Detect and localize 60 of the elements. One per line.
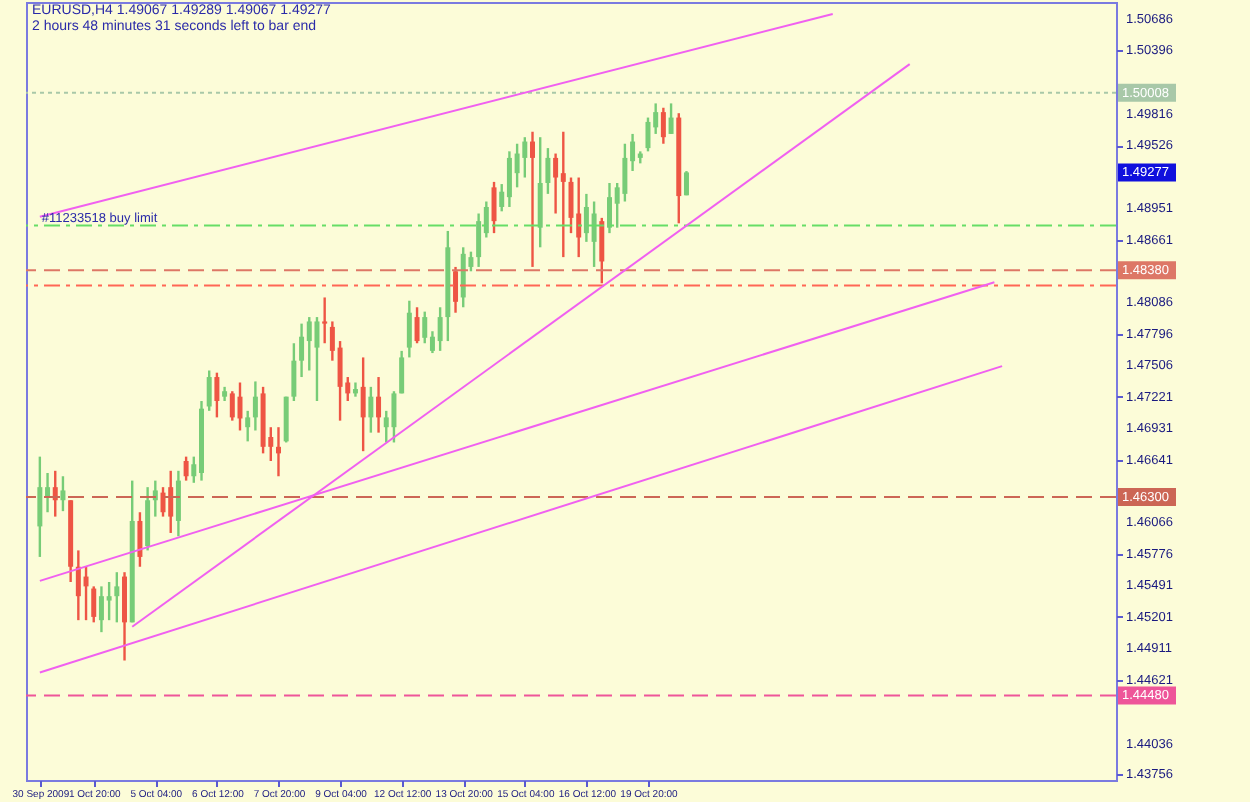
candlestick	[283, 395, 289, 444]
candlestick	[391, 390, 397, 444]
candlestick	[299, 322, 305, 379]
candlestick	[275, 426, 281, 478]
candlestick	[414, 306, 420, 345]
candlestick	[522, 135, 528, 179]
candlestick	[145, 485, 151, 552]
candlestick	[591, 200, 597, 269]
candlestick	[376, 375, 382, 434]
candlestick	[545, 146, 551, 196]
candlestick	[422, 310, 428, 345]
candlestick	[252, 380, 258, 432]
candlestick	[576, 176, 582, 259]
candlestick	[583, 192, 589, 244]
candlestick	[291, 342, 297, 403]
candlestick	[660, 106, 666, 145]
candlestick	[368, 385, 374, 434]
candlestick	[530, 130, 536, 269]
candlestick	[476, 212, 482, 269]
candlestick	[599, 216, 605, 285]
candlestick	[183, 455, 189, 482]
candlestick	[175, 469, 181, 538]
candlestick	[553, 152, 559, 215]
candlestick	[514, 142, 520, 189]
candlestick	[245, 409, 251, 443]
candlestick	[206, 369, 212, 413]
candlestick	[83, 565, 89, 622]
candlestick	[322, 296, 328, 345]
candlestick	[360, 356, 366, 453]
candlestick	[306, 315, 312, 372]
candlestick	[122, 571, 128, 662]
candlestick	[237, 381, 243, 432]
candlestick	[314, 315, 320, 403]
candlestick	[622, 142, 628, 203]
candlestick	[352, 381, 358, 398]
candlestick	[560, 130, 566, 259]
candlestick	[137, 511, 143, 568]
candlestick	[37, 455, 43, 559]
candlestick	[491, 180, 497, 235]
candlestick	[75, 549, 81, 622]
candlestick	[645, 116, 651, 153]
candlestick	[537, 135, 543, 249]
candlestick	[91, 585, 97, 624]
candlestick	[106, 580, 112, 622]
candlestick	[114, 571, 120, 624]
candlestick	[160, 485, 166, 518]
candlestick	[98, 585, 104, 634]
candlestick	[668, 102, 674, 136]
candlestick	[506, 150, 512, 209]
candlestick	[152, 479, 158, 518]
candlestick	[453, 265, 459, 314]
candlestick	[214, 371, 220, 419]
candlestick	[399, 349, 405, 395]
candlestick	[437, 306, 443, 353]
candlestick	[60, 475, 66, 513]
candlestick	[168, 469, 174, 535]
candlestick	[606, 181, 612, 235]
candlestick	[683, 169, 689, 197]
candlestick	[406, 299, 412, 359]
candlestick	[229, 390, 235, 422]
